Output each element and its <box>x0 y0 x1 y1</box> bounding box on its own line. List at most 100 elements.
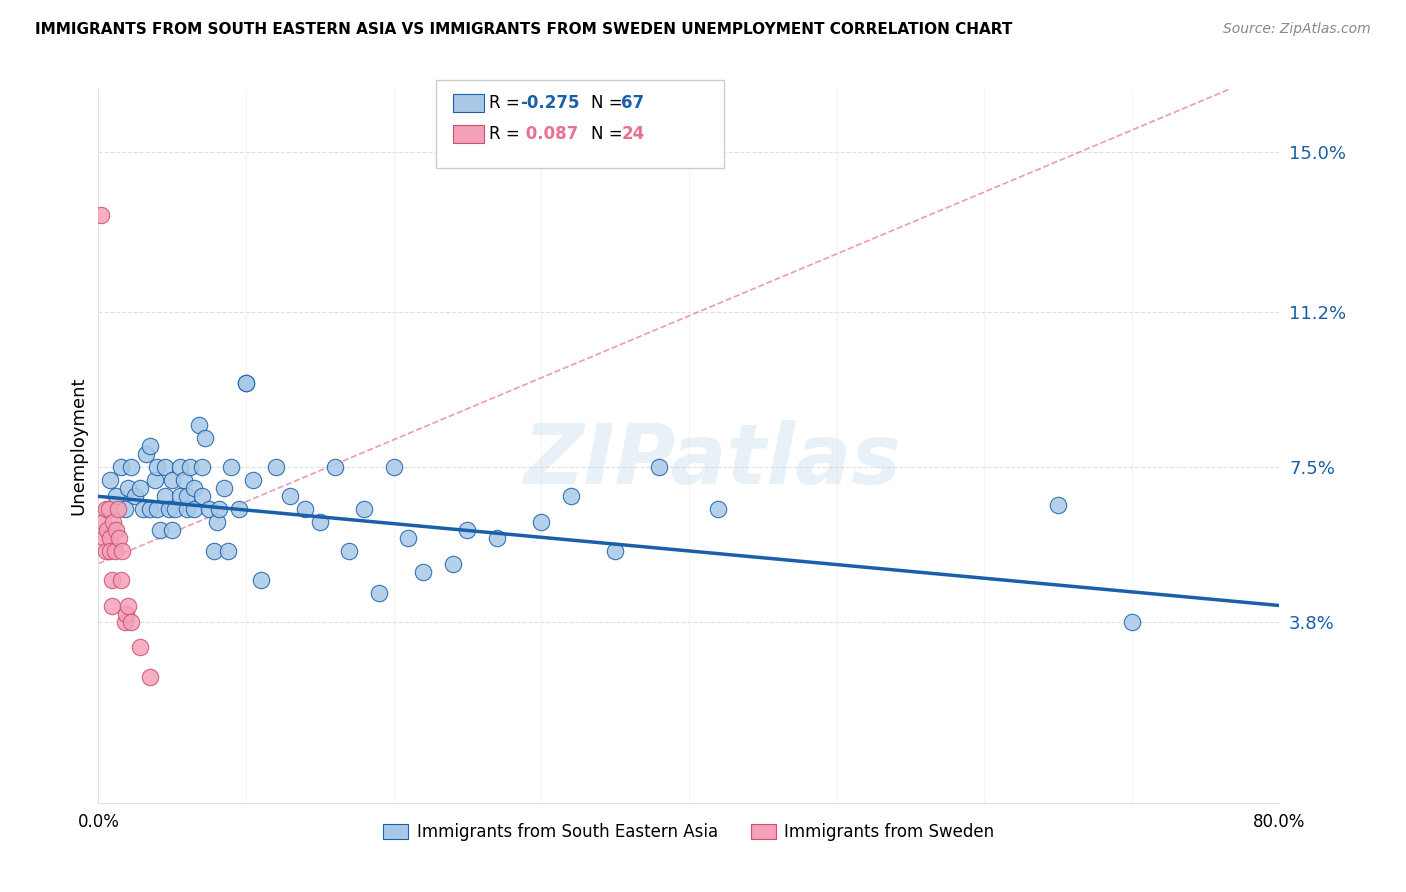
Point <box>530 515 553 529</box>
Point <box>132 502 155 516</box>
Text: -0.275: -0.275 <box>520 94 579 112</box>
Point <box>250 574 273 588</box>
Point <box>128 640 150 655</box>
Point <box>457 523 479 537</box>
Point <box>114 502 136 516</box>
Point <box>139 502 162 516</box>
Point <box>264 460 287 475</box>
Point <box>242 473 264 487</box>
Point <box>202 544 225 558</box>
Text: IMMIGRANTS FROM SOUTH EASTERN ASIA VS IMMIGRANTS FROM SWEDEN UNEMPLOYMENT CORREL: IMMIGRANTS FROM SOUTH EASTERN ASIA VS IM… <box>35 22 1012 37</box>
Point <box>157 502 180 516</box>
Point <box>91 515 114 529</box>
Text: 24: 24 <box>621 125 645 143</box>
Text: Source: ZipAtlas.com: Source: ZipAtlas.com <box>1223 22 1371 37</box>
Point <box>105 489 128 503</box>
Point <box>309 515 332 529</box>
Point <box>412 565 434 579</box>
Text: R =: R = <box>489 94 526 112</box>
Point <box>605 544 627 558</box>
Point <box>153 460 176 475</box>
Point <box>115 607 138 621</box>
Text: R =: R = <box>489 125 526 143</box>
Point <box>323 460 346 475</box>
Point <box>146 502 169 516</box>
Point <box>169 460 191 475</box>
Point <box>235 376 257 390</box>
Point <box>93 532 115 546</box>
Text: 67: 67 <box>621 94 644 112</box>
Point <box>191 460 214 475</box>
Point <box>153 489 176 503</box>
Point <box>368 586 391 600</box>
Point <box>114 615 136 630</box>
Y-axis label: Unemployment: Unemployment <box>69 376 87 516</box>
Point <box>111 544 134 558</box>
Text: N =: N = <box>591 125 627 143</box>
Point <box>139 439 162 453</box>
Point <box>280 489 302 503</box>
Point <box>1046 498 1070 512</box>
Point <box>339 544 361 558</box>
Point <box>100 599 122 613</box>
Point <box>120 460 142 475</box>
Point <box>173 473 195 487</box>
Point <box>104 544 127 558</box>
Point <box>98 544 121 558</box>
Point <box>96 523 118 537</box>
Point <box>191 489 214 503</box>
Point <box>212 481 235 495</box>
Point <box>353 502 375 516</box>
Point <box>146 460 169 475</box>
Point <box>235 376 257 390</box>
Point <box>135 447 157 461</box>
Point <box>98 473 121 487</box>
Point <box>90 208 112 222</box>
Point <box>398 532 420 546</box>
Point <box>110 460 132 475</box>
Point <box>107 502 129 516</box>
Point <box>117 481 139 495</box>
Point <box>108 532 131 546</box>
Point <box>187 417 209 432</box>
Point <box>179 460 201 475</box>
Point <box>707 502 730 516</box>
Point <box>103 515 125 529</box>
Point <box>294 502 316 516</box>
Point <box>162 523 183 537</box>
Point <box>143 473 166 487</box>
Point <box>94 544 117 558</box>
Point <box>441 557 464 571</box>
Point <box>228 502 250 516</box>
Point <box>217 544 239 558</box>
Point <box>176 489 198 503</box>
Point <box>169 489 191 503</box>
Point <box>94 502 117 516</box>
Point <box>165 502 187 516</box>
Point <box>105 523 128 537</box>
Point <box>117 599 139 613</box>
Point <box>194 431 217 445</box>
Point <box>560 489 582 503</box>
Point <box>128 481 150 495</box>
Point <box>97 502 120 516</box>
Point <box>176 502 198 516</box>
Point <box>110 574 132 588</box>
Point <box>98 532 121 546</box>
Point <box>139 670 162 684</box>
Point <box>221 460 243 475</box>
Point <box>183 502 205 516</box>
Text: N =: N = <box>591 94 627 112</box>
Point <box>120 615 142 630</box>
Point <box>648 460 671 475</box>
Point <box>162 473 183 487</box>
Point <box>183 481 205 495</box>
Point <box>382 460 405 475</box>
Point <box>198 502 221 516</box>
Point <box>208 502 231 516</box>
Point <box>149 523 172 537</box>
Text: 0.087: 0.087 <box>520 125 578 143</box>
Point <box>124 489 146 503</box>
Point <box>1121 615 1143 630</box>
Point <box>205 515 228 529</box>
